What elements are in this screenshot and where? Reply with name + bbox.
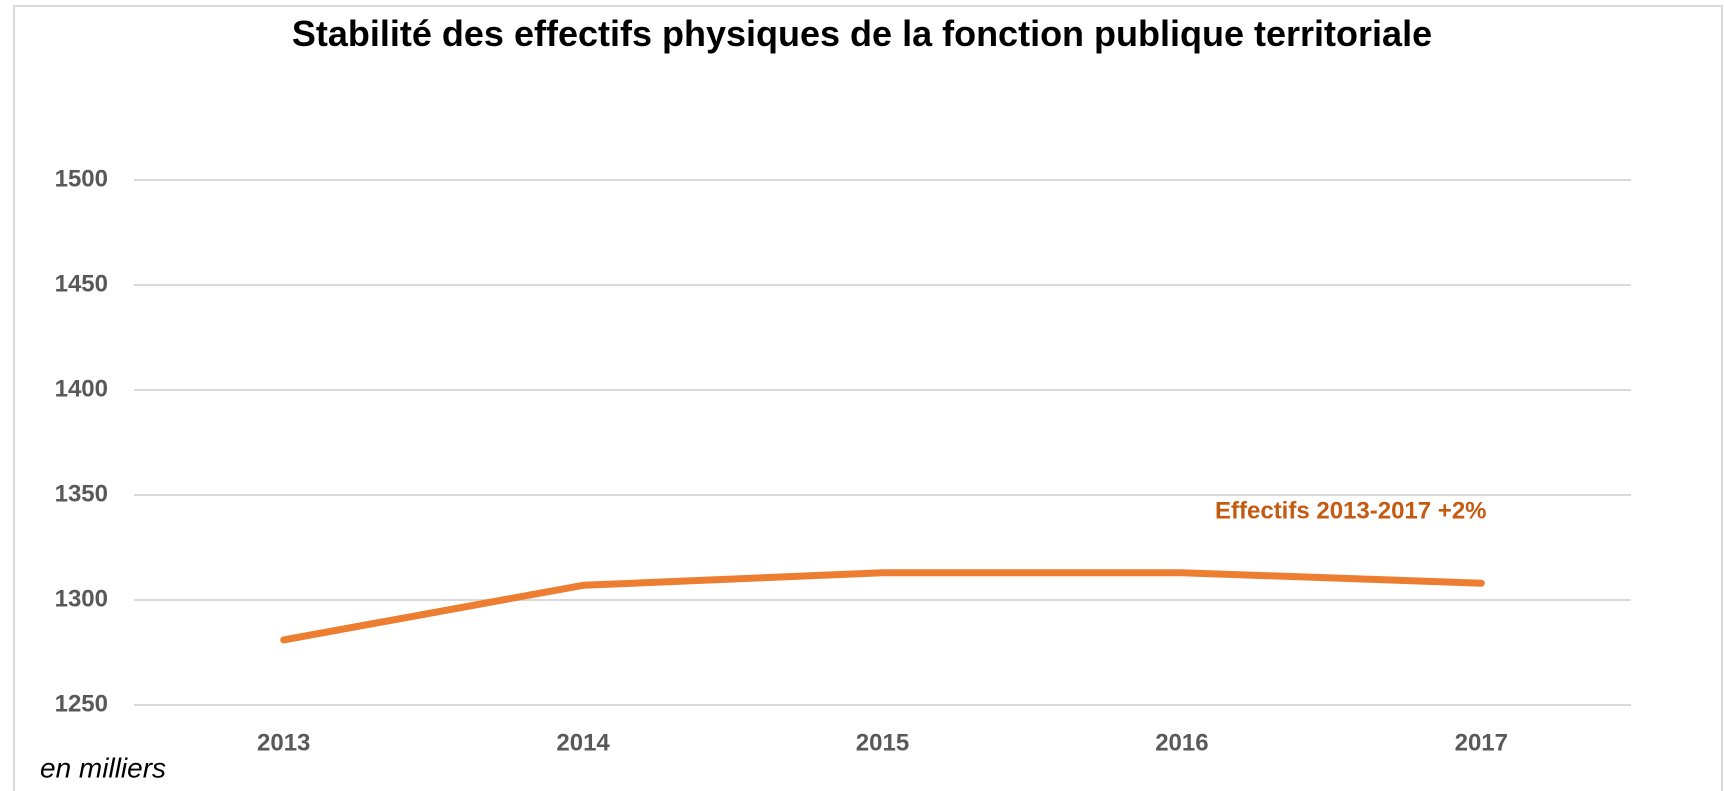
line-series	[280, 569, 1485, 644]
x-tick-label: 2016	[1155, 729, 1208, 756]
y-tick-label: 1350	[55, 480, 108, 507]
chart-frame	[13, 5, 1723, 791]
chart-title: Stabilité des effectifs physiques de la …	[291, 13, 1433, 54]
y-tick-label: 1400	[55, 375, 108, 402]
x-tick-label: 2015	[856, 729, 909, 756]
x-tick-label: 2017	[1455, 729, 1508, 756]
y-tick-label: 1250	[55, 690, 108, 717]
unit-note: en milliers	[40, 752, 166, 783]
y-tick-label: 1500	[55, 165, 108, 192]
annotation: Effectifs 2013-2017 +2%	[1215, 497, 1487, 524]
y-tick-label: 1450	[55, 270, 108, 297]
x-tick-label: 2014	[556, 729, 610, 756]
x-tick-label: 2013	[257, 729, 310, 756]
y-tick-label: 1300	[55, 585, 108, 612]
